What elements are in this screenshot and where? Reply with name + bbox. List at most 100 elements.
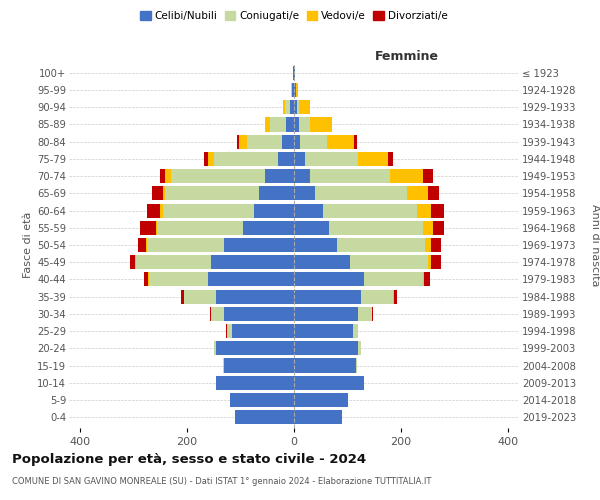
Bar	[294, 204, 323, 218]
Bar	[294, 100, 296, 114]
Bar	[350, 255, 428, 270]
Bar	[217, 341, 294, 355]
Bar	[283, 100, 286, 114]
Y-axis label: Fasce di età: Fasce di età	[23, 212, 33, 278]
Y-axis label: Anni di nascita: Anni di nascita	[590, 204, 600, 286]
Bar	[247, 134, 282, 149]
Bar	[181, 290, 184, 304]
Bar	[171, 169, 265, 183]
Text: Femmine: Femmine	[374, 50, 439, 62]
Bar	[211, 255, 294, 270]
Bar	[149, 272, 208, 286]
Bar	[422, 220, 433, 235]
Bar	[431, 204, 444, 218]
Bar	[388, 152, 393, 166]
Bar	[294, 169, 310, 183]
Bar	[316, 186, 407, 200]
Bar	[425, 238, 431, 252]
Bar	[358, 152, 388, 166]
Bar	[294, 393, 347, 407]
Bar	[327, 134, 354, 149]
Bar	[293, 66, 294, 80]
Bar	[140, 220, 156, 235]
Bar	[299, 100, 310, 114]
Bar	[160, 204, 163, 218]
Bar	[286, 118, 294, 132]
Legend: Celibi/Nubili, Coniugati/e, Vedovi/e, Divorziati/e: Celibi/Nubili, Coniugati/e, Vedovi/e, Di…	[138, 10, 450, 24]
Bar	[294, 410, 342, 424]
Bar	[146, 204, 160, 218]
Bar	[428, 255, 431, 270]
Bar	[294, 186, 316, 200]
Bar	[286, 100, 290, 114]
Bar	[270, 118, 286, 132]
Bar	[290, 100, 294, 114]
Bar	[214, 152, 278, 166]
Bar	[235, 410, 294, 424]
Bar	[422, 272, 424, 286]
Bar	[208, 272, 294, 286]
Bar	[239, 134, 247, 149]
Bar	[393, 290, 394, 304]
Bar	[226, 324, 227, 338]
Bar	[282, 134, 294, 149]
Bar	[184, 290, 217, 304]
Bar	[371, 307, 373, 321]
Bar	[166, 186, 259, 200]
Bar	[394, 290, 397, 304]
Bar	[166, 169, 171, 183]
Bar	[391, 169, 422, 183]
Bar	[294, 66, 295, 80]
Bar	[144, 272, 148, 286]
Bar	[254, 204, 294, 218]
Bar	[130, 255, 135, 270]
Bar	[223, 358, 224, 372]
Bar	[294, 238, 337, 252]
Bar	[305, 152, 358, 166]
Bar	[156, 220, 157, 235]
Bar	[431, 238, 442, 252]
Text: COMUNE DI SAN GAVINO MONREALE (SU) - Dati ISTAT 1° gennaio 2024 - Elaborazione T: COMUNE DI SAN GAVINO MONREALE (SU) - Dat…	[12, 478, 431, 486]
Bar	[163, 204, 254, 218]
Bar	[148, 272, 149, 286]
Bar	[422, 169, 433, 183]
Bar	[358, 307, 371, 321]
Bar	[310, 169, 391, 183]
Bar	[294, 118, 299, 132]
Bar	[294, 152, 305, 166]
Bar	[259, 186, 294, 200]
Bar	[294, 272, 364, 286]
Bar	[243, 220, 294, 235]
Bar	[224, 307, 294, 321]
Bar	[428, 186, 439, 200]
Bar	[296, 83, 298, 97]
Bar	[329, 220, 422, 235]
Bar	[294, 83, 296, 97]
Bar	[424, 272, 430, 286]
Bar	[296, 100, 299, 114]
Bar	[137, 238, 146, 252]
Bar	[294, 220, 329, 235]
Bar	[294, 134, 301, 149]
Bar	[232, 324, 294, 338]
Bar	[358, 341, 361, 355]
Bar	[323, 204, 417, 218]
Bar	[265, 118, 270, 132]
Bar	[160, 169, 166, 183]
Bar	[217, 290, 294, 304]
Bar	[299, 118, 310, 132]
Bar	[294, 307, 358, 321]
Bar	[204, 152, 208, 166]
Bar	[210, 307, 211, 321]
Bar	[294, 255, 350, 270]
Bar	[294, 324, 353, 338]
Bar	[294, 376, 364, 390]
Bar	[417, 204, 431, 218]
Bar	[278, 152, 294, 166]
Bar	[301, 134, 327, 149]
Bar	[353, 324, 358, 338]
Bar	[431, 255, 442, 270]
Bar	[364, 272, 422, 286]
Bar	[157, 220, 243, 235]
Bar	[354, 134, 356, 149]
